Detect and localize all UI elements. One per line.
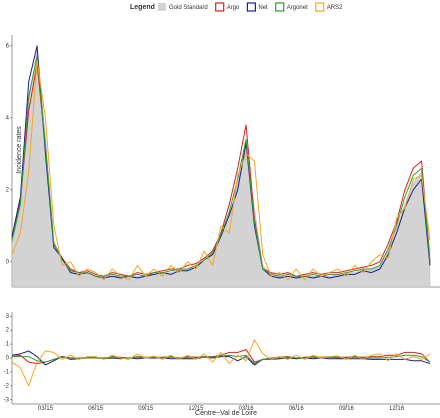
legend-swatch [158,3,166,11]
y-tick-label: 1 [6,342,10,348]
legend-label: Argo [227,5,240,11]
y-tick-label: 0 [6,356,10,362]
x-tick-label: 12/16 [389,406,405,412]
area [11,49,431,288]
y-tick-label: 0 [6,259,10,265]
legend-label: Net [258,5,268,11]
legend-swatch [246,2,256,12]
legend-label: Argonet [287,5,308,11]
x-axis-label: Centre−Val de Loire [195,410,257,417]
y-tick-label: 3 [6,314,10,320]
legend-swatch [315,2,325,12]
legend-label: ARS2 [327,5,343,11]
legend-title: Legend [130,4,155,11]
series-line [11,339,431,387]
y-tick-label: 2 [6,187,10,193]
legend-label: Gold Standard [169,5,208,11]
y-tick-label: 2 [6,328,10,334]
x-tick-label: 06/16 [289,406,305,412]
y-tick-label: 6 [6,43,10,49]
x-tick-label: 06/15 [88,406,104,412]
legend-swatch [215,2,225,12]
series-line [11,59,431,281]
y-tick-label: -3 [4,397,10,403]
y-tick-label: -2 [4,383,10,389]
x-tick-label: 09/16 [339,406,355,412]
x-tick-label: 09/15 [138,406,154,412]
y-tick-label: -1 [4,370,10,376]
x-tick-label: 03/16 [239,406,255,412]
x-tick-label: 03/15 [38,406,54,412]
y-axis-label: Incidence rates [16,126,23,174]
series-line [11,63,431,277]
x-tick-label: 12/15 [188,406,204,412]
y-tick-label: 4 [6,115,10,121]
legend-swatch [275,2,285,12]
